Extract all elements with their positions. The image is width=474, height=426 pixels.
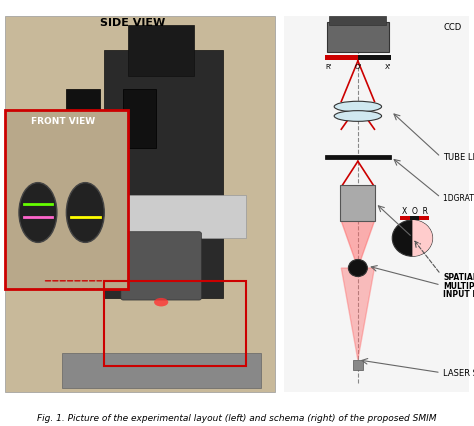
FancyBboxPatch shape xyxy=(329,17,386,26)
Bar xyxy=(400,217,410,220)
Text: TUBE LENS: TUBE LENS xyxy=(443,153,474,162)
Ellipse shape xyxy=(348,260,367,277)
Ellipse shape xyxy=(334,102,382,112)
Text: R': R' xyxy=(325,64,332,70)
FancyBboxPatch shape xyxy=(123,89,156,149)
Text: SPATIAL: SPATIAL xyxy=(443,272,474,282)
Text: X  O  R: X O R xyxy=(402,206,428,216)
FancyBboxPatch shape xyxy=(340,185,375,222)
Text: MULTIPLEXED: MULTIPLEXED xyxy=(443,281,474,290)
Bar xyxy=(410,217,419,220)
FancyBboxPatch shape xyxy=(66,89,100,149)
Ellipse shape xyxy=(154,298,168,307)
Text: 1DGRATING SLOT: 1DGRATING SLOT xyxy=(443,193,474,203)
Text: X': X' xyxy=(384,64,391,70)
Ellipse shape xyxy=(66,183,104,243)
FancyBboxPatch shape xyxy=(327,23,389,53)
Bar xyxy=(419,217,429,220)
Text: Fig. 1. Picture of the experimental layout (left) and schema (right) of the prop: Fig. 1. Picture of the experimental layo… xyxy=(37,413,437,422)
Polygon shape xyxy=(341,268,374,360)
Text: O': O' xyxy=(354,64,362,70)
FancyBboxPatch shape xyxy=(5,111,128,290)
FancyBboxPatch shape xyxy=(62,354,261,388)
FancyBboxPatch shape xyxy=(5,17,275,392)
Ellipse shape xyxy=(19,183,57,243)
FancyBboxPatch shape xyxy=(353,360,363,371)
Text: INPUT PLANE: INPUT PLANE xyxy=(443,289,474,299)
Bar xyxy=(358,55,391,60)
Bar xyxy=(325,55,358,60)
FancyBboxPatch shape xyxy=(128,26,194,77)
FancyBboxPatch shape xyxy=(76,196,246,239)
Ellipse shape xyxy=(392,221,432,256)
Polygon shape xyxy=(341,222,374,268)
Wedge shape xyxy=(412,221,432,256)
Text: LASER SOURCE: LASER SOURCE xyxy=(443,368,474,377)
Text: FRONT VIEW: FRONT VIEW xyxy=(31,117,95,126)
Text: CCD: CCD xyxy=(443,23,462,32)
Ellipse shape xyxy=(334,112,382,122)
Text: SIDE VIEW: SIDE VIEW xyxy=(100,18,165,29)
FancyBboxPatch shape xyxy=(121,232,201,300)
FancyBboxPatch shape xyxy=(284,17,469,392)
FancyBboxPatch shape xyxy=(104,51,223,298)
FancyBboxPatch shape xyxy=(325,155,391,160)
